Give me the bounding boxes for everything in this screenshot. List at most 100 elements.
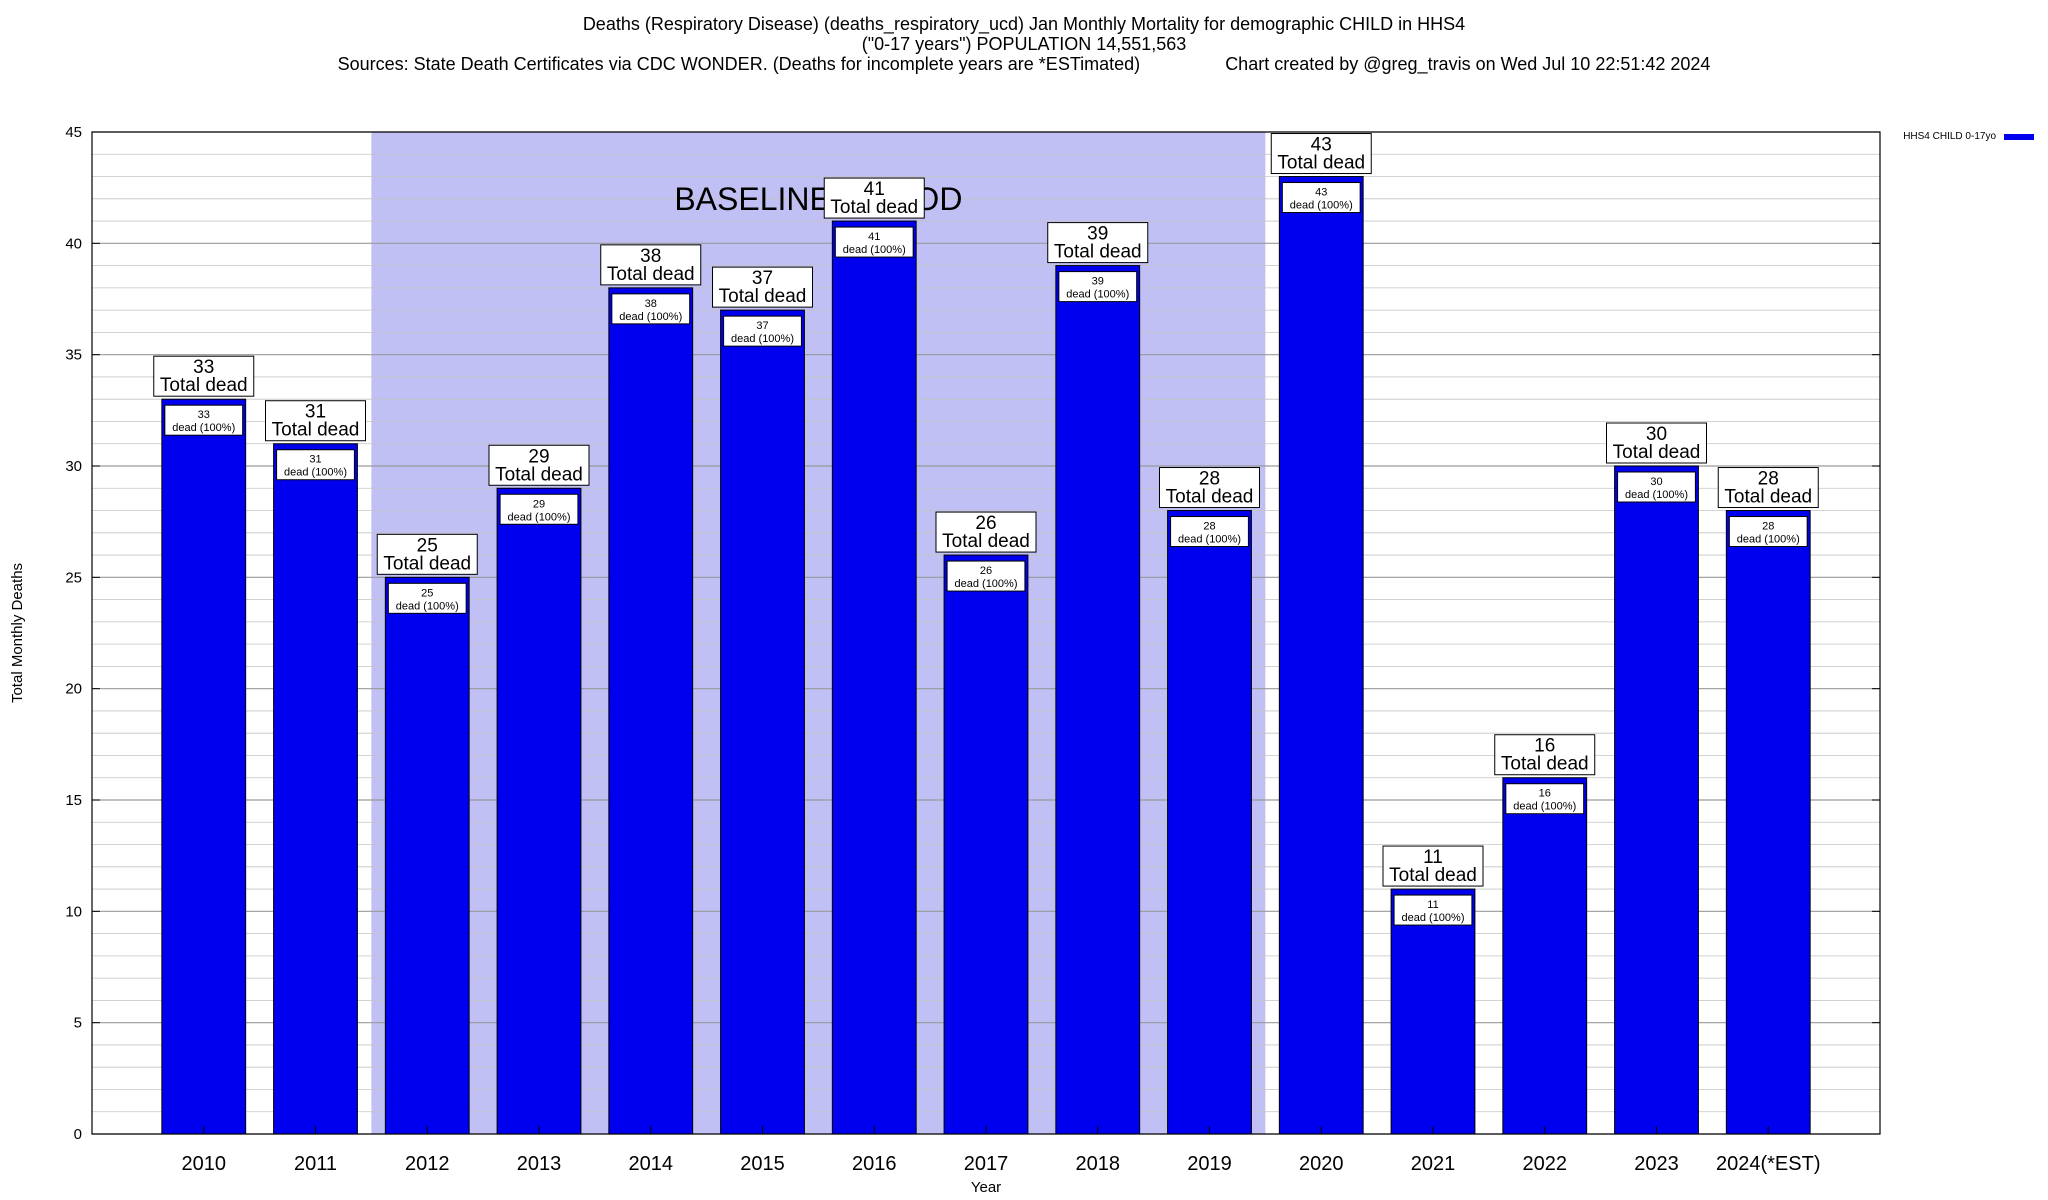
bar-inner-label-box (723, 315, 802, 347)
bar (608, 287, 694, 1135)
bar-inner-label-box (1058, 271, 1138, 303)
x-tick-label: 2010 (182, 1153, 227, 1175)
total-value-label: 30 (1646, 424, 1667, 445)
bar (273, 443, 358, 1135)
x-tick-label: 2022 (1523, 1153, 1568, 1175)
total-label-box (376, 533, 478, 575)
bar-inner-label-box (499, 493, 579, 525)
bar-inner-value: 43 (1315, 187, 1327, 199)
chart-title-line-3: Sources: State Death Certificates via CD… (337, 54, 1711, 74)
plot-frame (91, 131, 1881, 1135)
bar-inner-value: 31 (309, 454, 321, 466)
bar (720, 309, 805, 1135)
x-tick-label: 2018 (1076, 1153, 1121, 1175)
y-axis-label: Total Monthly Deaths (9, 563, 26, 703)
total-value-label: 38 (640, 246, 661, 267)
bar (496, 487, 582, 1135)
bar-inner-value: 37 (756, 320, 768, 332)
bar-inner-value: 30 (1650, 476, 1662, 488)
total-dead-label: Total dead (495, 464, 583, 485)
total-dead-label: Total dead (383, 553, 471, 574)
total-dead-label: Total dead (1501, 754, 1589, 775)
bar (1167, 510, 1252, 1135)
total-label-box (935, 511, 1037, 553)
bar-inner-label: dead (100%) (396, 600, 459, 612)
y-tick-label: 40 (65, 235, 82, 252)
x-tick-label: 2019 (1187, 1153, 1232, 1175)
x-tick-label: 2012 (405, 1153, 450, 1175)
bar-inner-label-box (834, 226, 914, 258)
bar-inner-label-box (1505, 783, 1585, 815)
total-dead-label: Total dead (830, 197, 918, 218)
total-value-label: 16 (1534, 736, 1555, 757)
bar-inner-label-box (611, 293, 691, 325)
legend-label: HHS4 CHILD 0-17yo (1903, 131, 1996, 142)
y-tick-label: 45 (65, 124, 82, 141)
bar-inner-value: 33 (198, 409, 210, 421)
bar (1725, 510, 1811, 1135)
x-tick-label: 2013 (517, 1153, 562, 1175)
x-tick-label: 2016 (852, 1153, 897, 1175)
y-tick-label: 5 (74, 1015, 82, 1032)
bar-inner-value: 38 (645, 298, 657, 310)
legend: HHS4 CHILD 0-17yo (1903, 131, 2034, 142)
total-label-box (153, 355, 255, 397)
total-dead-label: Total dead (1389, 865, 1477, 886)
bar-inner-label-box (164, 404, 244, 436)
bar-inner-label: dead (100%) (1066, 289, 1129, 301)
total-label-box (1382, 845, 1484, 887)
total-dead-label: Total dead (1277, 153, 1365, 174)
bar-inner-value: 28 (1203, 521, 1215, 533)
bar-inner-label: dead (100%) (1513, 801, 1576, 813)
x-tick-label: 2021 (1411, 1153, 1456, 1175)
bar-inner-label: dead (100%) (508, 511, 571, 523)
total-dead-label: Total dead (719, 286, 807, 307)
total-value-label: 26 (975, 513, 996, 534)
total-dead-label: Total dead (1724, 487, 1812, 508)
bar-inner-label: dead (100%) (172, 422, 235, 434)
total-dead-label: Total dead (607, 264, 695, 285)
bar-inner-label: dead (100%) (284, 467, 347, 479)
chart-title-line-2: ("0-17 years") POPULATION 14,551,563 (861, 34, 1187, 54)
y-tick-label: 30 (65, 458, 82, 475)
bar-inner-value: 25 (421, 587, 433, 599)
bar-inner-label-box (1728, 516, 1808, 548)
bar-inner-label: dead (100%) (619, 311, 682, 323)
bar-inner-label: dead (100%) (731, 333, 794, 345)
total-dead-label: Total dead (160, 375, 248, 396)
bar-inner-value: 29 (533, 498, 545, 510)
total-value-label: 37 (752, 268, 773, 289)
bar (1278, 176, 1364, 1135)
y-tick-label: 35 (65, 347, 82, 364)
bar-inner-label-box (1617, 471, 1696, 503)
total-dead-label: Total dead (1054, 242, 1142, 263)
bar (1614, 465, 1699, 1135)
total-label-box (600, 244, 702, 286)
total-value-label: 11 (1423, 847, 1443, 868)
bar-inner-value: 28 (1762, 521, 1774, 533)
bar (161, 398, 247, 1135)
total-value-label: 33 (193, 357, 214, 378)
total-label-box (488, 444, 590, 486)
total-dead-label: Total dead (942, 531, 1030, 552)
total-value-label: 29 (528, 446, 549, 467)
bar-inner-value: 39 (1092, 276, 1104, 288)
x-tick-label: 2017 (964, 1153, 1009, 1175)
total-dead-label: Total dead (272, 420, 360, 441)
y-tick-label: 25 (65, 569, 82, 586)
y-tick-label: 15 (65, 792, 82, 809)
total-label-box (1159, 467, 1260, 509)
y-tick-label: 0 (74, 1126, 82, 1143)
total-label-box (1047, 222, 1149, 264)
total-label-box (1606, 422, 1707, 464)
bar (831, 220, 917, 1135)
bar (1502, 777, 1588, 1135)
